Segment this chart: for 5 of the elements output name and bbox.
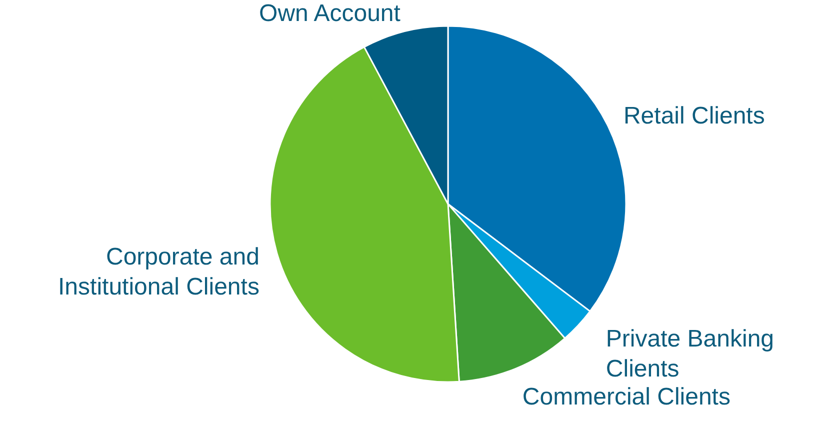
slice-label: Own Account bbox=[259, 0, 401, 27]
slice-label: Retail Clients bbox=[623, 102, 765, 130]
slice-label: Private Banking Clients bbox=[606, 325, 774, 382]
slice-label: Commercial Clients bbox=[522, 383, 730, 410]
slice-label: Corporate and Institutional Clients bbox=[58, 244, 260, 300]
